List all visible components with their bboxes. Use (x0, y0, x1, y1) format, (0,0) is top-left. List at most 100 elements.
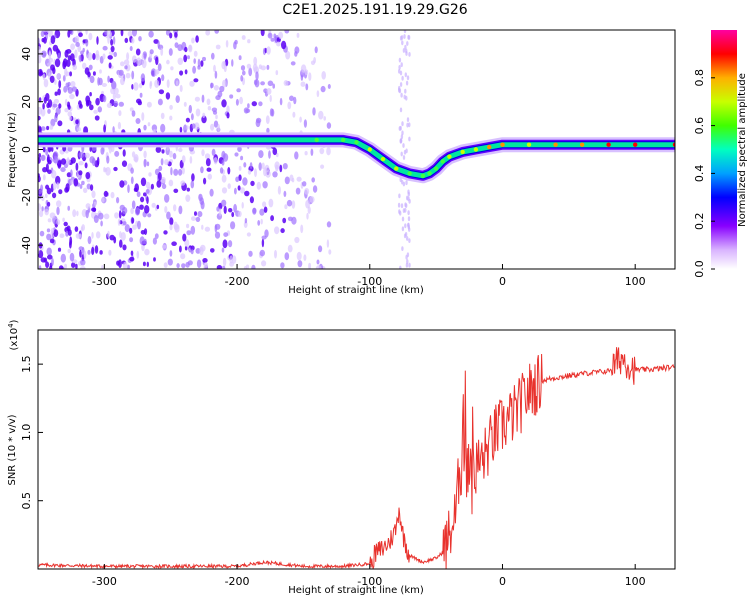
ridge-point (427, 171, 432, 176)
noise-speckle (106, 31, 113, 37)
noise-speckle (62, 60, 67, 70)
noise-speckle (80, 259, 86, 266)
ridge-point (407, 171, 412, 176)
noise-speckle (45, 193, 48, 198)
noise-speckle (42, 73, 46, 81)
noise-speckle (125, 72, 131, 79)
noise-speckle (67, 205, 70, 211)
noise-speckle (45, 149, 49, 156)
ridge-point (420, 173, 426, 178)
noise-speckle (154, 69, 158, 77)
noise-speckle (161, 244, 167, 249)
noise-speckle (401, 216, 405, 222)
noise-speckle (191, 37, 195, 44)
y-tick-label: -40 (20, 236, 33, 254)
noise-speckle (96, 36, 99, 45)
noise-speckle (214, 223, 221, 230)
noise-speckle (179, 126, 183, 133)
noise-speckle (157, 63, 162, 71)
noise-speckle (175, 95, 180, 103)
noise-speckle (60, 253, 66, 263)
y-tick-label: 1.0 (20, 424, 33, 442)
noise-speckle (129, 256, 135, 262)
noise-speckle (258, 101, 263, 107)
noise-speckle (110, 45, 115, 53)
noise-speckle (318, 110, 324, 120)
noise-speckle (216, 206, 220, 212)
noise-speckle (85, 203, 91, 209)
noise-speckle (400, 62, 403, 68)
noise-speckle (112, 36, 116, 45)
noise-speckle (405, 80, 409, 86)
noise-speckle (158, 89, 165, 95)
noise-speckle (103, 124, 106, 133)
ridge-point (672, 142, 675, 147)
noise-speckle (85, 95, 91, 104)
noise-speckle (180, 253, 186, 260)
noise-speckle (70, 81, 76, 88)
noise-speckle (406, 195, 409, 201)
noise-speckle (95, 97, 100, 106)
noise-speckle (169, 150, 173, 158)
ridge-point (354, 140, 359, 145)
noise-speckle (47, 62, 52, 67)
noise-speckle (87, 249, 91, 255)
noise-speckle (258, 162, 262, 171)
noise-speckle (209, 188, 214, 197)
noise-speckle (200, 166, 204, 174)
noise-speckle (186, 223, 190, 229)
noise-speckle (169, 217, 174, 226)
noise-speckle (170, 167, 173, 176)
noise-speckle (79, 249, 82, 258)
noise-speckle (137, 100, 142, 106)
noise-speckle (186, 230, 192, 236)
noise-speckle (69, 93, 75, 100)
y-tick-label: -20 (20, 188, 33, 206)
noise-speckle (291, 200, 296, 209)
noise-speckle (407, 216, 411, 222)
noise-speckle (247, 39, 251, 44)
noise-speckle (404, 207, 407, 213)
noise-speckle (52, 181, 57, 191)
snr-x-axis-label: Height of straight line (km) (288, 585, 424, 596)
noise-speckle (190, 225, 196, 235)
noise-speckle (297, 260, 303, 268)
noise-speckle (67, 55, 72, 61)
noise-speckle (184, 69, 188, 75)
noise-speckle (397, 202, 401, 208)
noise-speckle (247, 103, 250, 109)
noise-speckle (138, 83, 143, 89)
noise-speckle (157, 98, 163, 106)
noise-speckle (320, 164, 325, 169)
noise-speckle (144, 248, 150, 256)
noise-speckle (91, 190, 96, 199)
noise-speckle (326, 239, 330, 248)
noise-speckle (304, 188, 310, 195)
noise-speckle (219, 85, 225, 93)
noise-speckle (401, 226, 405, 232)
noise-speckle (119, 231, 122, 239)
noise-speckle (408, 52, 411, 57)
noise-speckle (39, 210, 44, 218)
noise-speckle (250, 180, 255, 187)
noise-speckle (193, 78, 199, 83)
noise-speckle (201, 224, 204, 230)
noise-speckle (134, 154, 139, 163)
noise-speckle (268, 198, 274, 208)
x-tick-label: -100 (357, 575, 382, 588)
noise-speckle (53, 229, 59, 238)
noise-speckle (240, 65, 246, 71)
noise-speckle (203, 177, 207, 185)
noise-speckle (113, 51, 117, 58)
noise-speckle (69, 71, 72, 77)
noise-speckle (60, 158, 67, 165)
noise-speckle (155, 56, 159, 66)
noise-speckle (186, 187, 190, 192)
noise-speckle (136, 57, 142, 66)
noise-speckle (185, 117, 190, 123)
noise-speckle (153, 257, 156, 262)
noise-speckle (202, 112, 206, 119)
noise-speckle (76, 210, 79, 217)
noise-speckle (408, 227, 411, 232)
noise-speckle (131, 200, 136, 209)
